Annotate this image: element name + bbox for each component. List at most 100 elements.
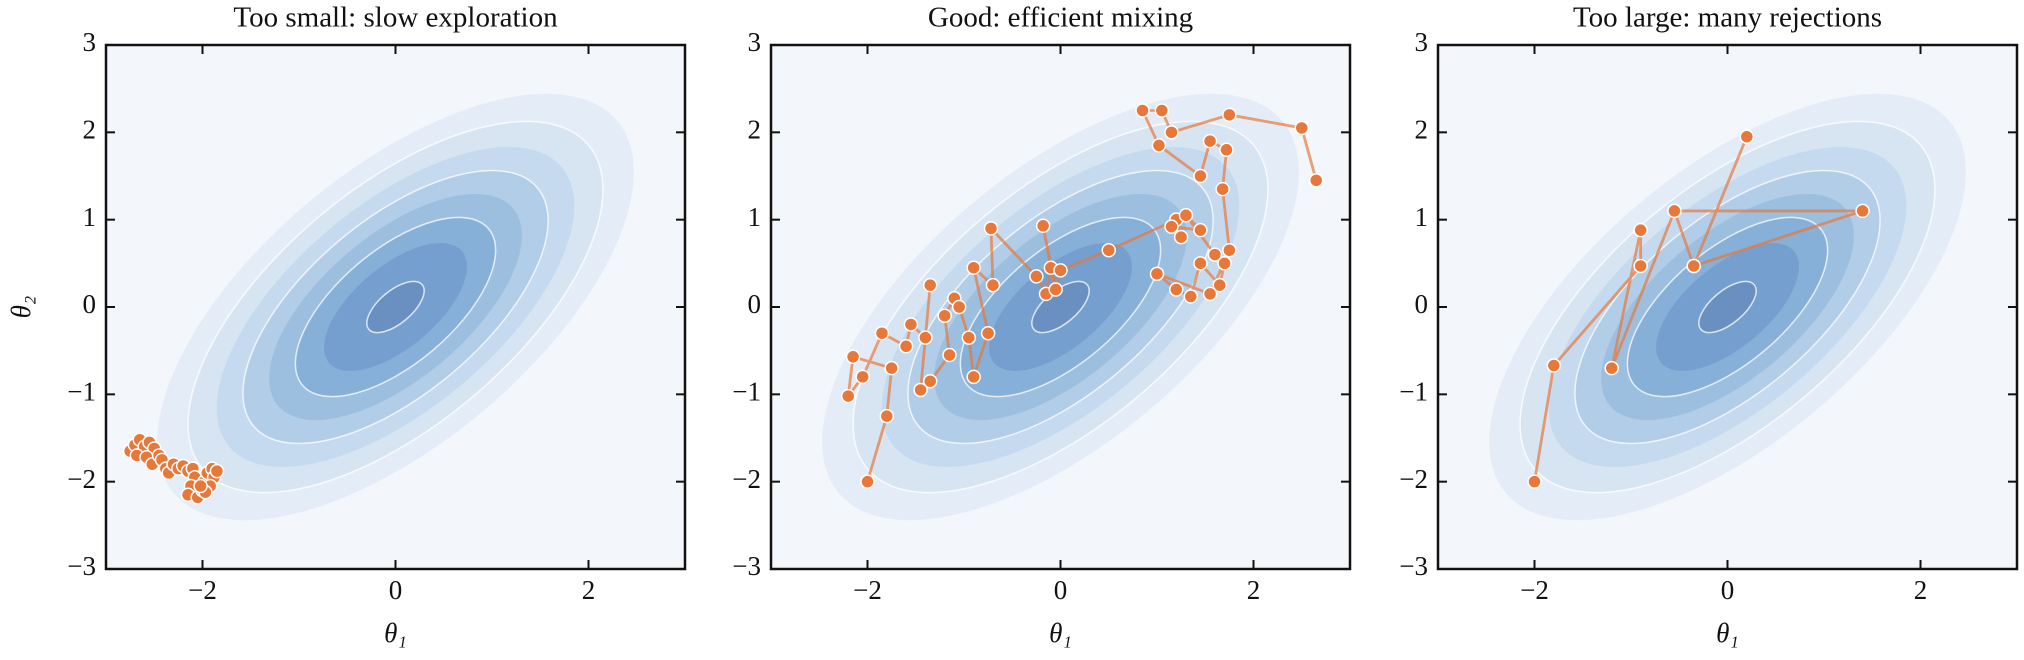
sample-point xyxy=(1154,103,1170,118)
sample-point xyxy=(966,369,981,385)
x-tick-label: −2 xyxy=(188,575,217,605)
sample-point xyxy=(951,299,967,315)
sample-point xyxy=(1135,103,1150,118)
sample-point xyxy=(845,349,861,365)
sample-point xyxy=(983,221,999,236)
sample-point xyxy=(1193,222,1208,238)
sample-point xyxy=(1294,120,1309,136)
sample-point xyxy=(1546,358,1562,373)
sample-point xyxy=(1207,247,1223,262)
y-tick-label: 0 xyxy=(1415,289,1429,319)
y-tick-label: −2 xyxy=(1399,464,1428,494)
x-axis-label: θ₁ xyxy=(1049,618,1072,648)
sample-point xyxy=(1202,286,1218,302)
sample-point xyxy=(1164,219,1179,234)
sample-point xyxy=(1219,142,1234,158)
x-tick-label: 0 xyxy=(1721,575,1735,605)
sample-point xyxy=(980,325,996,341)
x-tick-label: 0 xyxy=(389,575,403,605)
x-axis-label: θ₁ xyxy=(1716,618,1739,648)
x-tick-label: 2 xyxy=(1247,575,1261,605)
x-tick-label: 2 xyxy=(582,575,596,605)
x-tick-label: 0 xyxy=(1054,575,1068,605)
y-tick-label: 2 xyxy=(1415,115,1429,145)
sample-point xyxy=(874,325,890,341)
sample-point xyxy=(937,308,952,323)
y-tick-label: 3 xyxy=(748,27,762,57)
x-tick-label: 2 xyxy=(1914,575,1928,605)
sample-point xyxy=(1178,208,1194,223)
y-tick-label: −3 xyxy=(67,551,96,581)
sample-point xyxy=(966,260,981,275)
sample-point xyxy=(1217,256,1232,271)
sample-point xyxy=(1151,138,1167,153)
y-axis-label: θ₂ xyxy=(6,296,36,319)
y-tick-label: −3 xyxy=(732,551,761,581)
sample-point xyxy=(903,317,919,332)
y-tick-label: 1 xyxy=(83,202,97,232)
sample-point xyxy=(1035,218,1051,234)
y-tick-label: −2 xyxy=(732,464,761,494)
sample-point xyxy=(1222,107,1237,123)
sample-point xyxy=(209,463,225,479)
sample-point xyxy=(840,388,856,404)
sample-point xyxy=(1149,266,1165,282)
sample-point xyxy=(860,474,875,489)
sample-point xyxy=(884,360,899,376)
panel: −2 0 2 −3 −2 −1 0 1 2 3 Too large: many rejections… xyxy=(1399,2,2019,648)
sample-point xyxy=(1308,173,1324,188)
sample-point xyxy=(918,330,933,345)
chart-title: Too large: many rejections xyxy=(1573,2,1882,34)
sample-point xyxy=(1173,229,1189,245)
chart-title: Too small: slow exploration xyxy=(233,2,558,34)
sample-point xyxy=(1101,242,1116,258)
sample-point xyxy=(1193,168,1208,184)
y-tick-label: 2 xyxy=(83,115,97,145)
y-tick-label: −2 xyxy=(67,464,96,494)
sample-point xyxy=(193,478,208,494)
y-tick-label: −3 xyxy=(1399,551,1428,581)
sample-point xyxy=(1527,474,1542,489)
y-tick-label: 3 xyxy=(83,27,97,57)
sample-point xyxy=(1633,222,1648,238)
y-tick-label: −1 xyxy=(732,377,761,407)
sample-point xyxy=(1048,282,1063,297)
sample-point xyxy=(1633,258,1648,274)
chart-title: Good: efficient mixing xyxy=(928,2,1193,34)
x-tick-label: −2 xyxy=(853,575,882,605)
panel: −2 0 2 −3 −2 −1 0 1 2 3 Too small: slow exploratio… xyxy=(6,2,687,648)
density-contours xyxy=(157,93,634,521)
y-tick-label: 3 xyxy=(1415,27,1429,57)
sample-point xyxy=(898,339,914,354)
contour-fill xyxy=(366,280,425,334)
sample-point xyxy=(1212,277,1227,293)
sample-point xyxy=(1193,256,1208,271)
y-tick-label: 0 xyxy=(83,289,97,319)
sample-point xyxy=(1215,181,1230,197)
sample-point xyxy=(1183,289,1199,304)
sample-point xyxy=(1164,125,1179,140)
sample-point xyxy=(879,408,895,424)
sample-point xyxy=(855,369,870,385)
y-tick-label: 0 xyxy=(748,289,762,319)
sample-point xyxy=(1604,360,1619,376)
sample-point xyxy=(922,373,938,389)
x-tick-label: −2 xyxy=(1520,575,1549,605)
sample-point xyxy=(1222,242,1237,258)
sample-point xyxy=(1855,203,1870,219)
x-axis-label: θ₁ xyxy=(384,618,407,648)
sample-point xyxy=(1202,133,1218,149)
sample-point xyxy=(1686,258,1701,274)
y-tick-label: −1 xyxy=(67,377,96,407)
panel: −2 0 2 −3 −2 −1 0 1 2 3 Good: efficient mixing θ₁ xyxy=(732,2,1352,648)
sample-point xyxy=(1053,263,1068,278)
sample-point xyxy=(961,330,977,345)
sample-point xyxy=(1739,129,1755,144)
sample-point xyxy=(922,277,938,293)
sample-point xyxy=(913,382,928,398)
y-tick-label: −1 xyxy=(1399,377,1428,407)
sample-point xyxy=(985,277,1001,293)
sample-point xyxy=(1029,269,1044,284)
contour-fill xyxy=(1698,280,1757,334)
